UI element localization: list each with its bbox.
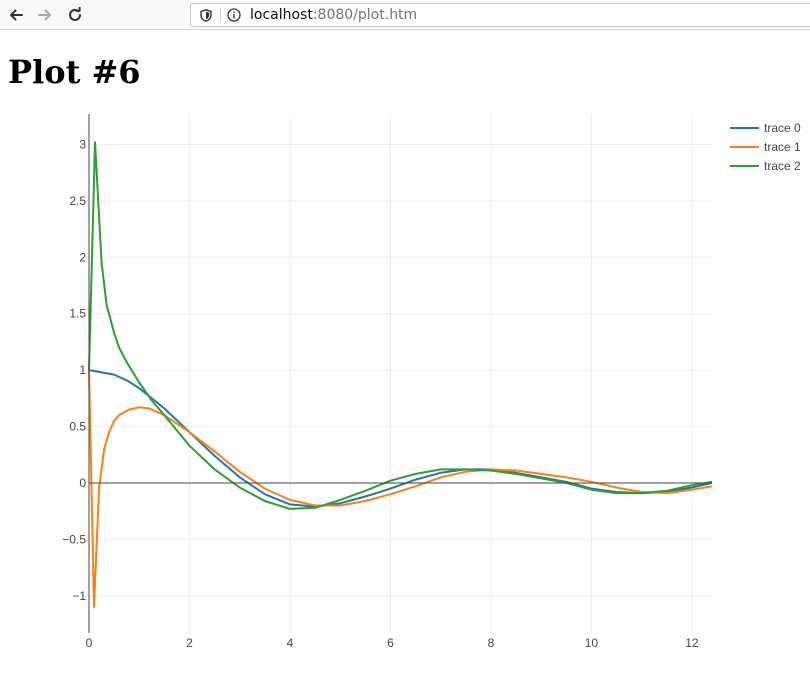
shield-icon[interactable] — [199, 8, 213, 22]
traces — [88, 141, 713, 608]
url-separator — [220, 8, 221, 22]
reload-button[interactable] — [63, 3, 87, 27]
y-tick-label: 1.5 — [69, 307, 86, 321]
grid — [89, 114, 712, 633]
url-host: localhost — [250, 7, 313, 23]
x-tick-label: 4 — [287, 636, 294, 650]
page-title: Plot #6 — [8, 53, 141, 91]
legend[interactable]: trace 0 trace 1 trace 2 — [730, 121, 801, 173]
tick-labels: 0 2 4 6 8 10 12 −1 −0.5 0 0.5 1 1.5 2 2.5 3 — [62, 137, 699, 650]
url-text[interactable]: localhost:8080/plot.htm — [250, 6, 417, 24]
series-line-trace-2 — [88, 141, 713, 510]
x-tick-label: 6 — [387, 636, 394, 650]
url-bar[interactable]: localhost:8080/plot.htm — [190, 3, 810, 27]
x-tick-label: 8 — [488, 636, 495, 650]
forward-arrow-icon — [38, 9, 51, 21]
legend-label: trace 0 — [764, 121, 801, 135]
axes — [88, 114, 712, 633]
legend-item-trace-1[interactable]: trace 1 — [730, 140, 801, 154]
y-tick-label: 2 — [79, 250, 86, 264]
browser-toolbar: localhost:8080/plot.htm — [0, 0, 810, 30]
y-tick-label: −1 — [72, 589, 86, 603]
series-line-trace-1 — [88, 370, 713, 608]
y-tick-label: 1 — [79, 363, 86, 377]
y-tick-label: −0.5 — [62, 532, 86, 546]
forward-button[interactable] — [33, 3, 57, 27]
legend-item-trace-0[interactable]: trace 0 — [730, 121, 801, 135]
y-tick-label: 2.5 — [69, 194, 86, 208]
legend-label: trace 2 — [764, 159, 801, 173]
url-path: :8080/plot.htm — [312, 7, 418, 23]
legend-item-trace-2[interactable]: trace 2 — [730, 159, 801, 173]
series-line-trace-0 — [88, 369, 713, 508]
x-tick-label: 10 — [585, 636, 599, 650]
x-tick-label: 12 — [685, 636, 699, 650]
x-tick-label: 2 — [186, 636, 193, 650]
legend-label: trace 1 — [764, 140, 801, 154]
y-tick-label: 0.5 — [69, 420, 86, 434]
y-tick-label: 3 — [79, 137, 86, 151]
back-button[interactable] — [4, 3, 28, 27]
x-tick-label: 0 — [86, 636, 93, 650]
info-icon[interactable] — [227, 8, 241, 22]
back-arrow-icon — [10, 9, 23, 21]
y-tick-label: 0 — [79, 476, 86, 490]
reload-icon — [69, 7, 81, 21]
